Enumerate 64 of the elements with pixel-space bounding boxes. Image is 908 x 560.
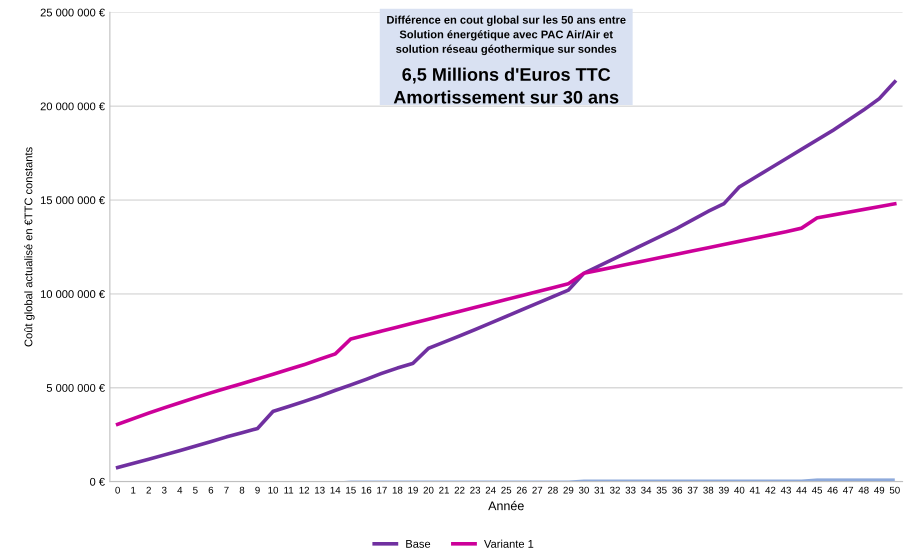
x-tick-label: 1 — [131, 486, 136, 494]
x-tick-label: 35 — [656, 486, 667, 494]
x-tick-label: 9 — [255, 486, 260, 494]
annotation: Différence en cout global sur les 50 ans entre Solution énergétique avec PAC Air/Air et solution réseau géothermique sur sondes — [387, 15, 626, 56]
x-tick-label: 14 — [330, 486, 340, 494]
x-tick-label: 48 — [858, 486, 869, 494]
x-tick-label: 20 — [424, 486, 434, 494]
x-tick-label: 39 — [718, 486, 729, 494]
x-tick-label: 41 — [750, 486, 760, 494]
x-tick-label: 2 — [146, 486, 151, 494]
x-tick-label: 13 — [315, 486, 325, 494]
line-series — [116, 202, 897, 426]
x-tick-label: 16 — [362, 486, 372, 494]
x-tick-label: 36 — [672, 486, 682, 494]
x-tick-label: 18 — [392, 486, 402, 494]
x-tick-label: 3 — [162, 486, 167, 494]
x-tick-label: 22 — [454, 486, 464, 494]
y-tick-label: 25 000 000 € — [40, 8, 105, 16]
y-tick-label: 10 000 000 € — [40, 290, 105, 298]
x-tick-label: 34 — [641, 486, 652, 494]
x-tick-label: 38 — [703, 486, 714, 494]
x-tick-label: 30 — [578, 486, 589, 494]
x-tick-label: 11 — [284, 486, 294, 494]
x-tick-label: 27 — [532, 486, 542, 494]
x-tick-label: 4 — [177, 486, 182, 494]
x-tick-label: 8 — [240, 486, 244, 494]
x-tick-label: 7 — [224, 486, 229, 494]
x-tick-label: 45 — [812, 486, 822, 494]
x-tick-label: 47 — [842, 486, 854, 494]
x-tick-label: 5 — [193, 486, 198, 494]
x-tick-label: 42 — [765, 486, 776, 494]
y-tick-label: 0 € — [90, 478, 105, 486]
x-tick-label: 15 — [346, 486, 356, 494]
x-tick-label: 21 — [439, 486, 449, 494]
x-tick-label: 44 — [796, 486, 807, 494]
y-tick-label: 15 000 000 € — [40, 196, 105, 204]
x-tick-label: 43 — [780, 486, 791, 494]
x-tick-label: 19 — [408, 486, 418, 494]
x-tick-label: 46 — [827, 486, 838, 494]
y-tick-label: 20 000 000 € — [40, 102, 105, 110]
y-axis-title: Coût global actualisé en €TTC constants — [24, 147, 35, 346]
x-axis-title: Année — [488, 500, 524, 510]
x-tick-label: 0 — [115, 486, 120, 494]
x-tick-label: 50 — [890, 486, 900, 494]
x-tick-label: 24 — [486, 486, 496, 494]
x-tick-label: 28 — [548, 486, 558, 494]
x-tick-label: 37 — [688, 486, 698, 494]
annotation: 6,5 Millions d'Euros TTC Amortissement sur 30 ans — [394, 68, 618, 104]
x-tick-label: 29 — [563, 486, 574, 494]
legend-label: Base — [406, 540, 430, 548]
x-tick-label: 32 — [610, 486, 620, 494]
x-tick-label: 49 — [874, 486, 884, 494]
x-tick-label: 31 — [594, 486, 604, 494]
legend-label: Variante 1 — [484, 540, 534, 548]
x-tick-label: 23 — [470, 486, 480, 494]
x-tick-label: 6 — [208, 486, 214, 494]
x-tick-label: 33 — [626, 486, 636, 494]
x-tick-label: 12 — [299, 486, 310, 494]
x-tick-label: 40 — [734, 486, 744, 494]
x-tick-label: 17 — [377, 486, 387, 494]
y-tick-label: 5 000 000 € — [46, 384, 105, 392]
x-tick-label: 26 — [516, 486, 527, 494]
x-tick-label: 10 — [268, 486, 278, 494]
x-tick-label: 25 — [501, 486, 512, 494]
